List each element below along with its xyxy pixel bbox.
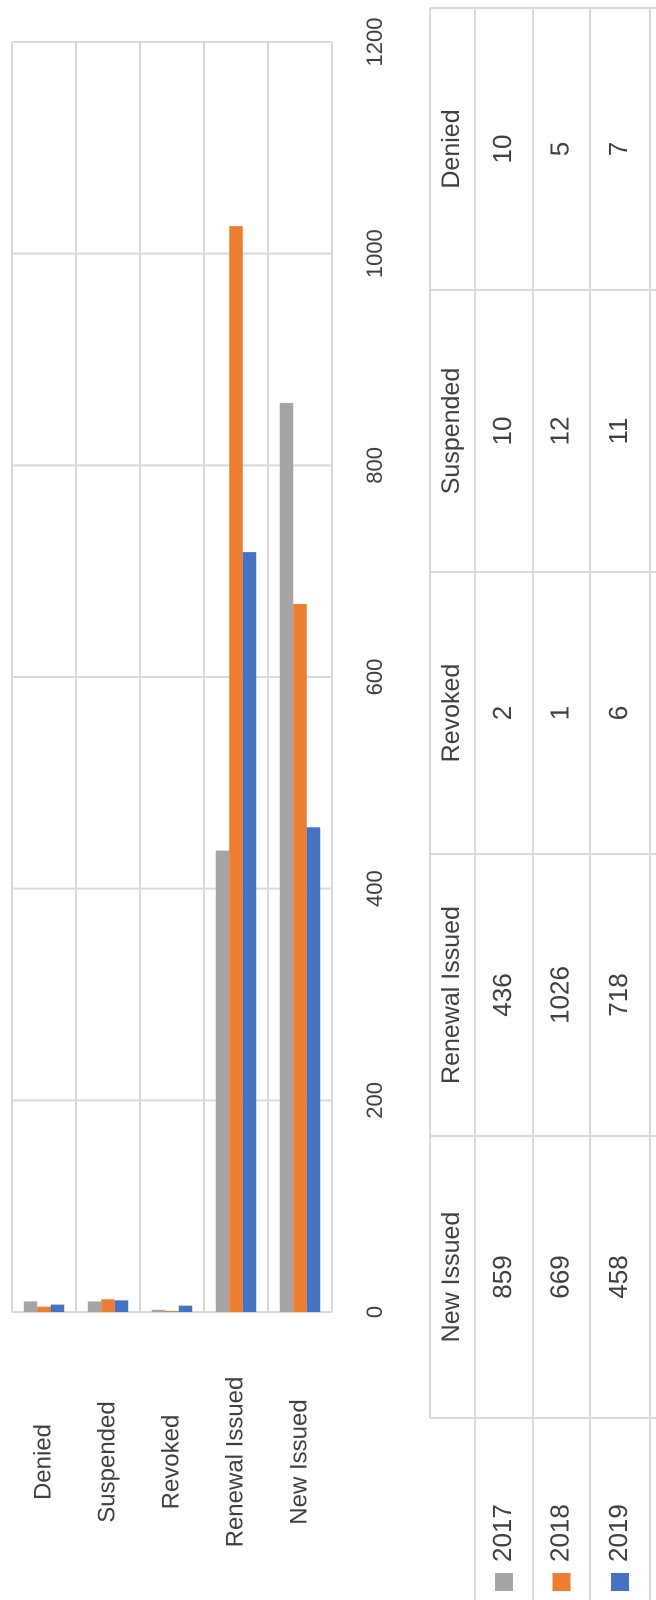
y-tick-label: 0	[362, 1306, 387, 1318]
table-header: Renewal Issued	[437, 906, 465, 1084]
table-header: New Issued	[437, 1212, 465, 1343]
bar	[229, 226, 243, 1312]
legend-label: 2017	[487, 1504, 517, 1562]
legend-swatch	[552, 1573, 571, 1591]
bar	[306, 827, 321, 1312]
bar	[101, 1299, 115, 1312]
table-cell: 11	[603, 418, 633, 445]
table-cell: 2	[487, 706, 517, 720]
bar	[37, 1306, 51, 1312]
table-cell: 10	[487, 135, 517, 164]
y-tick-label: 1200	[362, 18, 387, 67]
table-cell: 1	[544, 706, 574, 720]
table-cell: 12	[544, 417, 574, 446]
legend-label: 2018	[544, 1504, 574, 1562]
table-cell: 436	[487, 973, 517, 1016]
x-tick-label: Denied	[29, 1424, 56, 1500]
bar	[279, 402, 294, 1312]
x-tick-label: Revoked	[157, 1415, 184, 1510]
x-tick-label: Suspended	[93, 1401, 120, 1522]
bar	[151, 1309, 166, 1312]
y-tick-label: 200	[362, 1082, 387, 1119]
table-cell: 10	[487, 417, 517, 446]
bar	[165, 1310, 179, 1312]
table-header: Revoked	[437, 664, 465, 763]
table-cell: 718	[603, 973, 633, 1016]
legend-swatch	[611, 1573, 629, 1591]
x-tick-label: New Issued	[285, 1399, 312, 1524]
y-tick-label: 600	[362, 659, 387, 696]
table-cell: 7	[603, 142, 633, 156]
bar	[87, 1301, 102, 1312]
y-tick-label: 1000	[362, 229, 387, 278]
x-tick-label: Renewal Issued	[221, 1377, 248, 1548]
bar	[215, 850, 230, 1312]
bar	[50, 1304, 65, 1312]
table-cell: 6	[603, 706, 633, 720]
table-cell: 1026	[544, 966, 574, 1024]
table-header: Denied	[437, 109, 465, 188]
table-cell: 458	[603, 1255, 633, 1298]
bar	[178, 1305, 193, 1312]
table-cell: 859	[487, 1255, 517, 1298]
legend-swatch	[495, 1573, 513, 1591]
table-header: Suspended	[437, 368, 465, 495]
bar	[114, 1300, 129, 1312]
y-tick-label: 800	[362, 447, 387, 484]
table-cell: 669	[544, 1255, 574, 1298]
table-cell: 5	[544, 142, 574, 156]
bar	[23, 1301, 38, 1312]
bar	[293, 603, 307, 1312]
bar	[242, 552, 257, 1312]
y-tick-label: 400	[362, 870, 387, 907]
legend-label: 2019	[603, 1504, 633, 1562]
